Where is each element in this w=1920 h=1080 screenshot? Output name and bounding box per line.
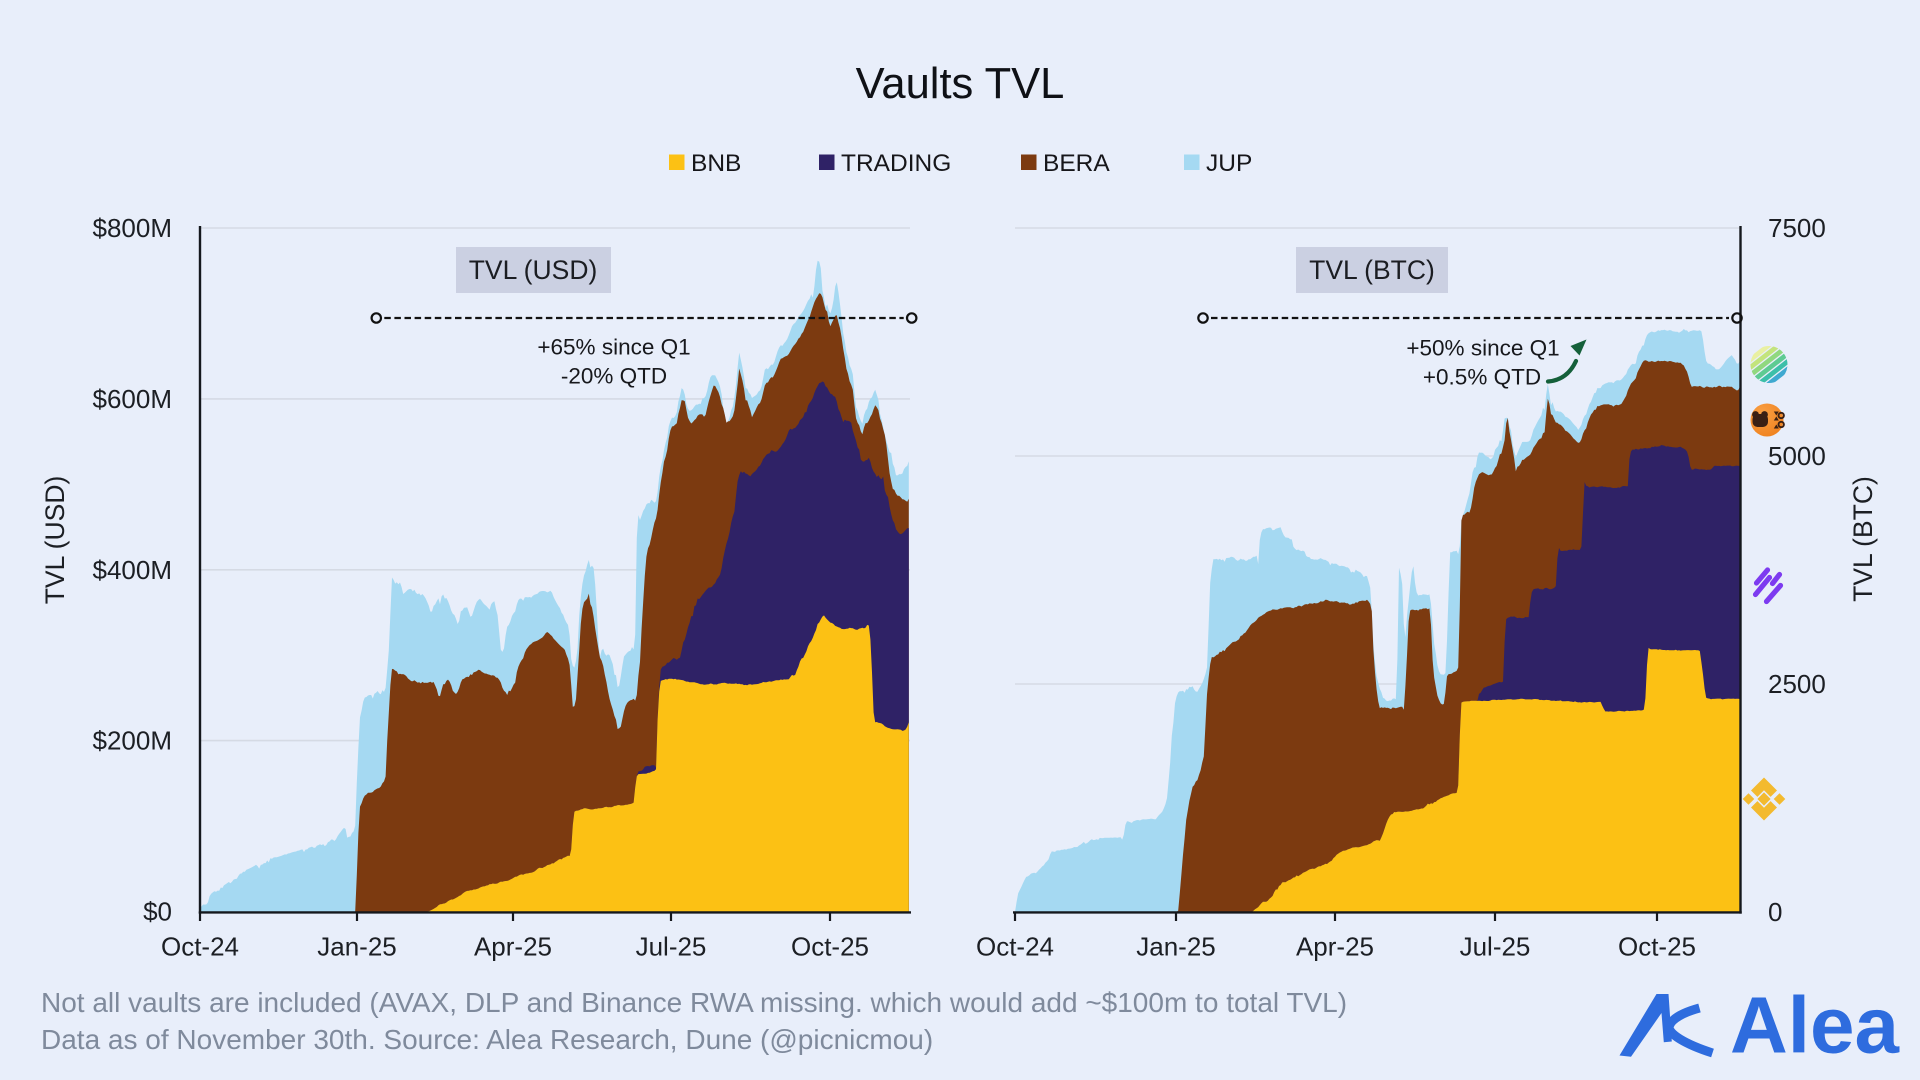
- svg-text:$600M: $600M: [93, 384, 173, 414]
- svg-text:$800M: $800M: [93, 213, 173, 243]
- svg-text:TVL (USD): TVL (USD): [40, 476, 70, 605]
- svg-text:BNB: BNB: [691, 150, 741, 177]
- svg-text:TVL (USD): TVL (USD): [469, 255, 598, 285]
- svg-text:Jan-25: Jan-25: [317, 932, 397, 962]
- svg-text:Apr-25: Apr-25: [474, 932, 552, 962]
- svg-text:+0.5% QTD: +0.5% QTD: [1423, 365, 1541, 390]
- svg-text:$200M: $200M: [93, 726, 173, 756]
- svg-text:Oct-25: Oct-25: [791, 932, 869, 962]
- svg-text:TVL (BTC): TVL (BTC): [1309, 255, 1435, 285]
- svg-text:JUP: JUP: [1206, 150, 1252, 177]
- svg-text:Apr-25: Apr-25: [1296, 932, 1374, 962]
- svg-text:TVL (BTC): TVL (BTC): [1848, 476, 1878, 602]
- svg-text:TRADING: TRADING: [841, 150, 951, 177]
- svg-text:BERA: BERA: [1043, 150, 1110, 177]
- svg-text:Oct-24: Oct-24: [976, 932, 1054, 962]
- svg-text:+65% since Q1: +65% since Q1: [537, 335, 690, 360]
- svg-text:Not all vaults are included (A: Not all vaults are included (AVAX, DLP a…: [41, 987, 1347, 1018]
- svg-text:0: 0: [1768, 897, 1782, 927]
- svg-text:Jul-25: Jul-25: [636, 932, 707, 962]
- svg-text:Jul-25: Jul-25: [1460, 932, 1531, 962]
- svg-text:Data as of November 30th. Sour: Data as of November 30th. Source: Alea R…: [41, 1024, 933, 1055]
- svg-text:5000: 5000: [1768, 441, 1826, 471]
- svg-text:+50% since Q1: +50% since Q1: [1406, 336, 1559, 361]
- svg-text:-20% QTD: -20% QTD: [561, 364, 667, 389]
- svg-text:Alea: Alea: [1730, 981, 1899, 1070]
- svg-text:Jan-25: Jan-25: [1136, 932, 1216, 962]
- svg-text:Oct-24: Oct-24: [161, 932, 239, 962]
- svg-text:Vaults TVL: Vaults TVL: [856, 60, 1065, 108]
- svg-text:$0: $0: [143, 897, 172, 927]
- svg-text:7500: 7500: [1768, 213, 1826, 243]
- svg-text:2500: 2500: [1768, 669, 1826, 699]
- svg-text:Oct-25: Oct-25: [1618, 932, 1696, 962]
- svg-text:$400M: $400M: [93, 555, 173, 585]
